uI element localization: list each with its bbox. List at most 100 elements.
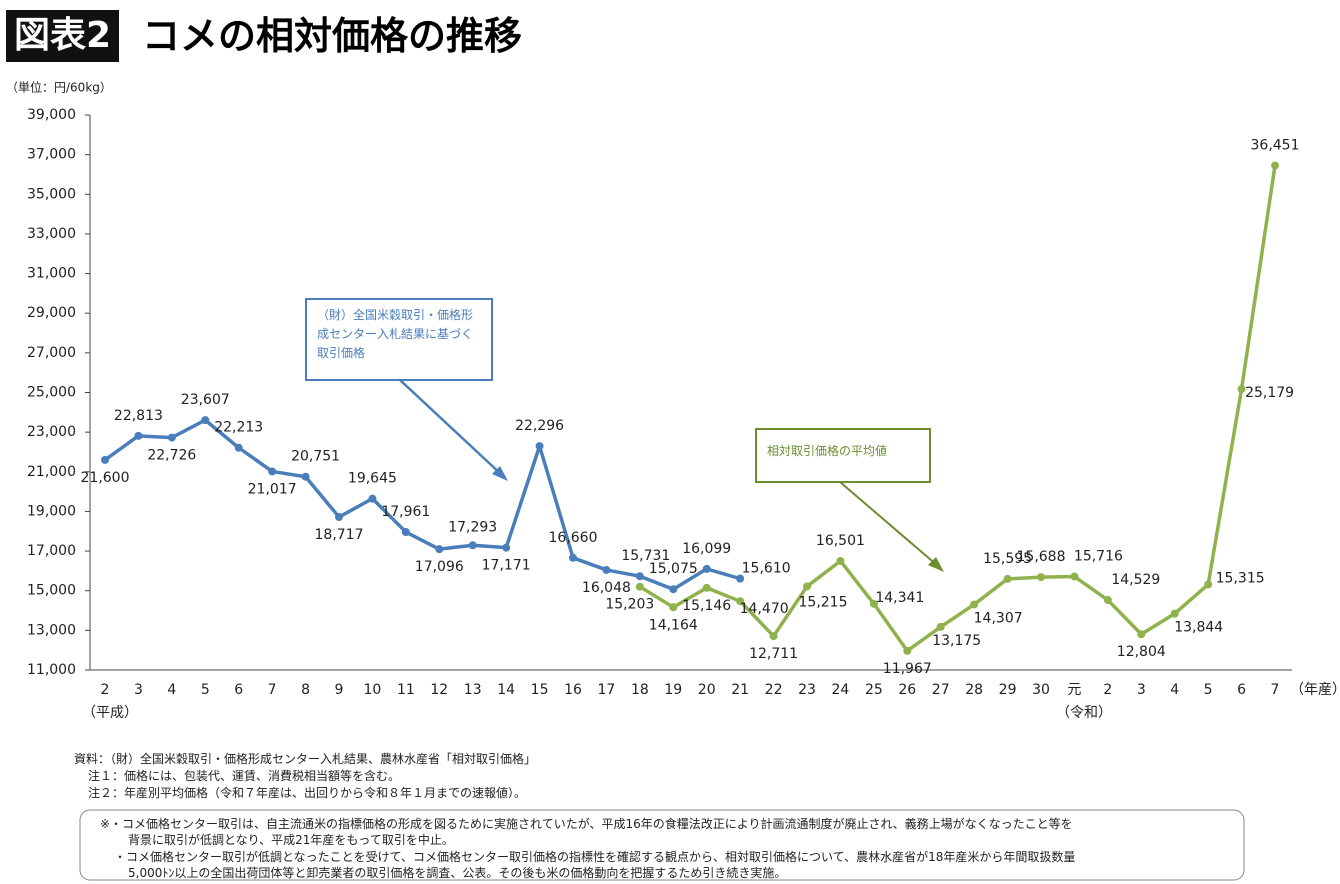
y-tick-label: 13,000 (27, 622, 76, 638)
y-tick-label: 27,000 (27, 345, 76, 361)
data-label: 12,711 (749, 646, 798, 662)
x-tick-label: 2 (1103, 682, 1112, 698)
data-label: 19,645 (348, 471, 397, 487)
data-point (1170, 609, 1179, 618)
data-point (234, 443, 243, 452)
data-point (101, 455, 109, 464)
data-point (702, 583, 711, 592)
note-frame (79, 809, 1245, 881)
x-tick-label: 6 (234, 682, 243, 698)
x-tick-label: 10 (364, 682, 382, 698)
data-point (301, 472, 310, 481)
series-annotation: （財）全国米穀取引・価格形成センター入札結果に基づく取引価格 (305, 298, 493, 381)
data-point (769, 632, 778, 641)
data-point (1137, 630, 1146, 639)
x-tick-label: 22 (765, 682, 783, 698)
data-label: 17,961 (381, 504, 430, 520)
data-label: 23,607 (181, 392, 230, 408)
note: 資料：（財）全国米穀取引・価格形成センター入札結果、農林水産省「相対取引価格」 (74, 752, 537, 766)
note: 注１：価格には、包装代、運賃、消費税相当額等を含む。 (88, 769, 401, 783)
y-tick-label: 15,000 (27, 583, 76, 599)
y-tick-label: 31,000 (27, 266, 76, 282)
note: 背景に取引が低調となり、平成21年産をもって取引を中止。 (128, 833, 454, 847)
data-label: 22,813 (114, 408, 163, 424)
x-tick-label: 27 (932, 682, 950, 698)
data-point (736, 574, 745, 583)
x-tick-label: 8 (301, 682, 310, 698)
note: 注２：年産別平均価格（令和７年産は、出回りから令和８年１月までの速報値）。 (88, 786, 527, 800)
x-tick-label: 9 (335, 682, 344, 698)
data-label: 17,293 (448, 519, 497, 535)
x-tick-label: 14 (497, 682, 515, 698)
x-tick-label: 11 (397, 682, 415, 698)
x-tick-label: 17 (598, 682, 616, 698)
x-tick-label: 21 (731, 682, 749, 698)
data-label: 22,726 (147, 448, 196, 464)
data-point (635, 582, 644, 591)
x-tick-label: 4 (1170, 682, 1179, 698)
x-tick-label: 20 (698, 682, 716, 698)
chart-title: コメの相対価格の推移 (142, 14, 523, 58)
title-badge: 図表2 (6, 10, 120, 62)
data-label: 15,075 (649, 561, 698, 577)
data-label: 17,096 (415, 559, 464, 575)
x-tick-label: 25 (865, 682, 883, 698)
data-label: 21,600 (81, 470, 130, 486)
data-point (134, 431, 143, 440)
data-point (535, 442, 544, 451)
y-tick-label: 35,000 (27, 186, 76, 202)
data-label: 12,804 (1117, 644, 1166, 660)
data-point (368, 494, 377, 503)
x-tick-label: 26 (898, 682, 916, 698)
data-label: 11,967 (883, 661, 932, 677)
data-label: 15,146 (682, 598, 731, 614)
data-point (1070, 572, 1079, 581)
note: ・コメ価格センター取引が低調となったことを受けて、コメ価格センター取引価格の指標… (114, 850, 1076, 864)
data-point (1037, 573, 1045, 582)
x-tick-label: 6 (1237, 682, 1246, 698)
data-point (1237, 384, 1246, 393)
annotation-arrow (399, 379, 504, 477)
data-label: 15,610 (742, 561, 791, 577)
y-tick-label: 37,000 (27, 147, 76, 163)
x-tick-label: 13 (464, 682, 482, 698)
data-point (167, 433, 176, 442)
data-point (1204, 580, 1213, 589)
x-tick-label: 28 (965, 682, 983, 698)
data-point (669, 603, 678, 612)
data-label: 15,688 (1017, 549, 1066, 565)
data-label: 14,341 (875, 590, 924, 606)
data-label: 15,716 (1074, 549, 1123, 565)
data-label: 15,215 (799, 594, 848, 610)
data-label: 14,470 (740, 601, 789, 617)
x-tick-label: 元 (1067, 682, 1081, 698)
data-label: 14,164 (649, 617, 698, 633)
data-point (970, 600, 979, 609)
data-label: 14,307 (974, 610, 1023, 626)
data-label: 16,099 (682, 541, 731, 557)
x-tick-label: 3 (134, 682, 143, 698)
data-label: 13,844 (1174, 620, 1223, 636)
data-label: 22,213 (214, 420, 263, 436)
data-point (569, 553, 577, 562)
x-tick-label: 7 (1271, 682, 1280, 698)
data-point (1271, 161, 1279, 170)
data-label: 15,595 (983, 551, 1032, 567)
series-annotation: 相対取引価格の平均値 (755, 428, 931, 483)
data-point (335, 513, 343, 522)
y-tick-label: 23,000 (27, 424, 76, 440)
data-label: 16,048 (582, 580, 631, 596)
x-tick-label: 24 (832, 682, 850, 698)
x-tick-label: 19 (664, 682, 682, 698)
note: ※・コメ価格センター取引は、自主流通米の指標価格の形成を図るために実施されていた… (100, 817, 1073, 831)
data-label: 20,751 (291, 449, 340, 465)
arrow-head (928, 557, 944, 572)
data-label: 16,660 (549, 530, 598, 546)
data-point (635, 572, 644, 581)
data-label: 21,017 (248, 481, 297, 497)
y-tick-label: 39,000 (27, 107, 76, 123)
x-tick-label: 12 (430, 682, 448, 698)
data-point (435, 545, 444, 554)
y-tick-label: 33,000 (27, 226, 76, 242)
